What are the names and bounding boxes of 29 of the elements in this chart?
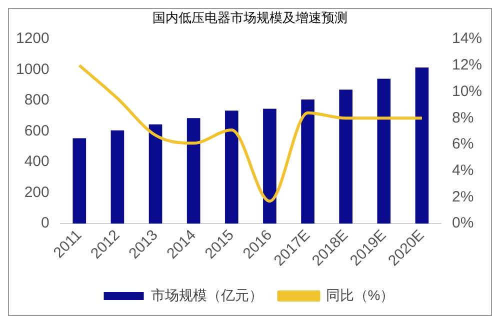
y-tick-label: 600	[24, 122, 50, 140]
bar	[301, 99, 314, 224]
bar	[110, 130, 124, 224]
bar	[377, 78, 391, 224]
y-tick-label: 200	[24, 184, 50, 201]
y2-tick-label: 14%	[452, 30, 482, 48]
bar	[186, 118, 200, 224]
bar	[224, 110, 238, 224]
y2-tick-label: 10%	[452, 82, 482, 100]
y2-tick-label: 0%	[452, 214, 474, 232]
bar	[263, 108, 276, 224]
y-tick-label: 1000	[16, 60, 50, 78]
y2-tick-label: 2%	[452, 188, 474, 206]
line-series	[78, 64, 424, 203]
y-tick-label: 400	[24, 153, 50, 170]
chart-title: 国内低压电器市场规模及增速预测	[152, 9, 348, 27]
legend-label: 市场规模（亿元）	[150, 286, 263, 303]
y-tick-label: 0	[41, 214, 50, 232]
y2-tick-label: 12%	[452, 56, 482, 74]
y2-tick-label: 6%	[452, 136, 474, 153]
bar	[415, 67, 429, 224]
y2-tick-label: 4%	[452, 162, 474, 179]
legend-label: 同比（%）	[326, 286, 394, 303]
y-tick-label: 1200	[16, 30, 50, 48]
y2-tick-label: 8%	[452, 109, 474, 126]
y-tick-label: 800	[24, 92, 50, 109]
bar	[339, 90, 352, 224]
bar	[148, 124, 162, 224]
bar	[72, 138, 86, 224]
